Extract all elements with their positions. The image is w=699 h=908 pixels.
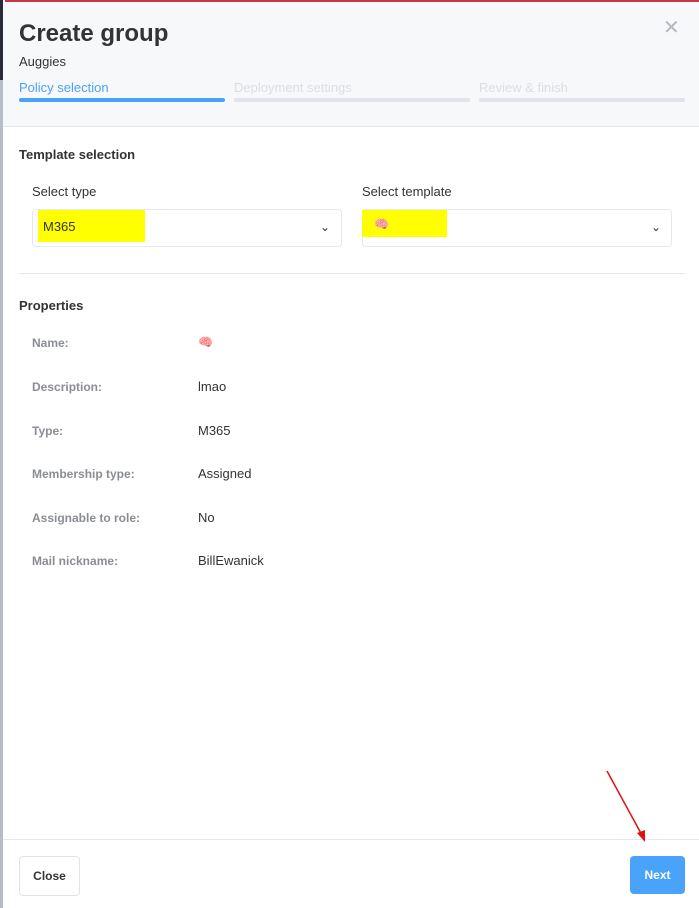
property-label: Type: [32,424,64,438]
dialog-header [0,0,699,127]
step-deployment-settings: Deployment settings [234,80,352,95]
highlight [362,210,447,237]
select-type-label: Select type [32,184,97,199]
property-value: Assigned [198,466,252,481]
property-label: Description: [32,380,103,394]
property-value: M365 [198,423,231,438]
step-progress-1 [19,98,225,102]
property-value: No [198,510,215,525]
arrow-line [606,770,644,838]
step-policy-selection: Policy selection [19,80,109,95]
property-label: Membership type: [32,467,135,481]
dialog-title: Create group [19,20,169,47]
property-label: Mail nickname: [32,554,119,568]
step-review-finish: Review & finish [479,80,568,95]
select-template-label: Select template [362,184,452,199]
close-button[interactable]: Close [19,856,80,896]
dialog-subtitle: Auggies [19,54,66,69]
footer-divider [3,839,699,840]
select-type-value: M365 [43,219,76,234]
highlight [38,210,145,242]
template-selection-heading: Template selection [19,147,136,162]
chevron-down-icon[interactable]: ⌄ [320,220,331,234]
left-edge-dark [0,0,3,80]
close-icon[interactable]: ✕ [663,17,680,39]
property-label: Assignable to role: [32,511,141,525]
property-value: lmao [198,379,227,394]
section-divider [19,273,685,274]
select-template-value: 🧠 [374,217,389,231]
step-progress-2 [234,98,470,102]
annotation-arrow [606,770,645,842]
property-label: Name: [32,336,69,350]
property-value: 🧠 [198,335,213,349]
properties-heading: Properties [19,298,84,313]
property-value: BillEwanick [198,553,264,568]
top-border [5,0,699,2]
next-button[interactable]: Next [630,856,685,894]
left-edge [0,0,3,908]
arrow-head [637,830,645,842]
chevron-down-icon[interactable]: ⌄ [651,220,662,234]
step-progress-3 [479,98,685,102]
